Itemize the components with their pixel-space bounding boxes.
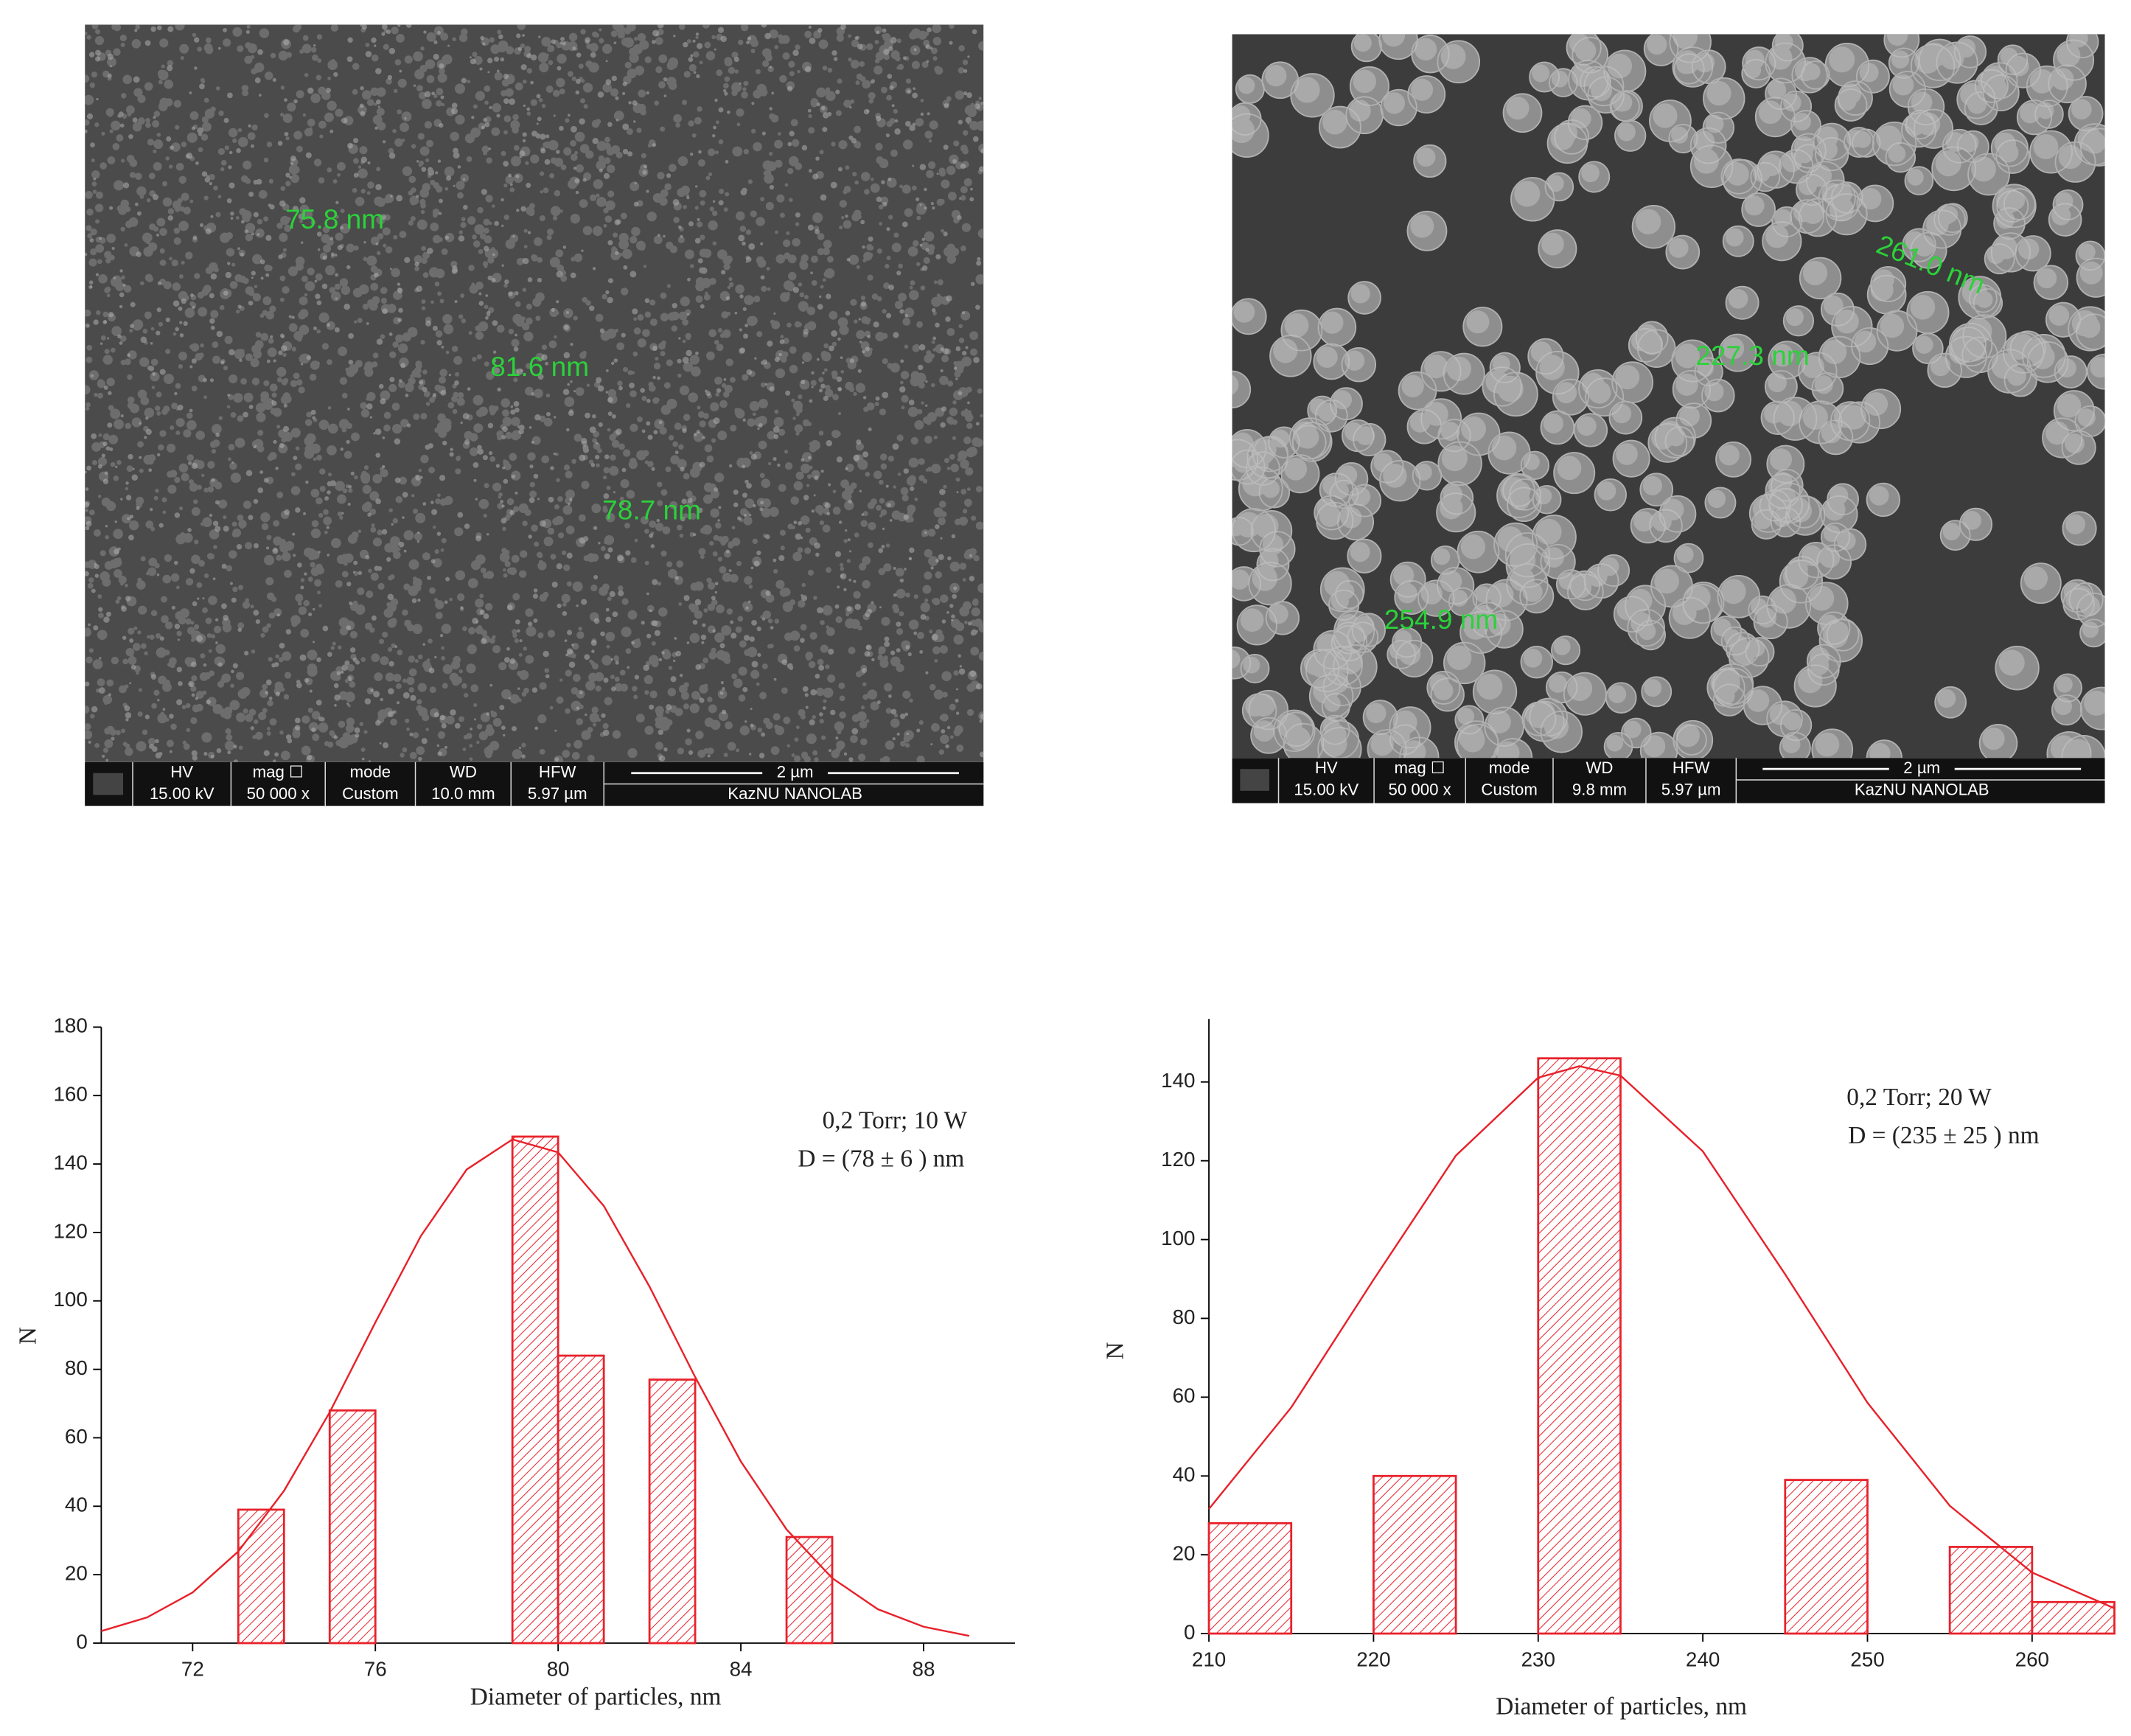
info-header: mag ☐ <box>253 763 304 781</box>
info-header: WD <box>450 763 477 781</box>
info-header: mode <box>1489 759 1530 777</box>
bar <box>511 1135 559 1645</box>
bar <box>557 1354 605 1645</box>
info-icon <box>1240 769 1269 791</box>
bar <box>1948 1546 2034 1635</box>
x-tick-label: 88 <box>913 1657 935 1680</box>
x-tick-label: 80 <box>547 1657 570 1680</box>
sem-image <box>85 24 984 762</box>
info-value: 50 000 x <box>1389 781 1451 799</box>
info-header: HFW <box>1673 759 1710 777</box>
sem-image <box>1232 34 2105 759</box>
info-header: HFW <box>539 763 576 781</box>
measurement-label: 78.7 nm <box>602 495 701 526</box>
measurement-label: 254.9 nm <box>1384 604 1498 635</box>
info-value: Custom <box>1481 781 1538 799</box>
bar <box>1537 1057 1622 1635</box>
y-tick-label: 20 <box>1173 1541 1196 1564</box>
y-tick-label: 60 <box>1173 1384 1196 1407</box>
info-bar <box>1232 758 2105 803</box>
info-header: mag ☐ <box>1394 759 1445 777</box>
info-value: 10.0 mm <box>431 784 495 803</box>
y-tick-label: 40 <box>65 1493 88 1516</box>
y-tick-label: 120 <box>53 1219 87 1242</box>
measurement-label: 81.6 nm <box>490 351 589 382</box>
y-tick-label: 40 <box>1173 1463 1196 1486</box>
bar <box>328 1409 377 1645</box>
y-tick-label: 140 <box>53 1151 87 1174</box>
y-tick-label: 120 <box>1161 1148 1195 1171</box>
measurement-label: 75.8 nm <box>285 203 384 234</box>
y-tick-label: 180 <box>53 1014 87 1037</box>
y-tick-label: 80 <box>65 1356 88 1379</box>
y-tick-label: 60 <box>65 1425 88 1448</box>
x-axis-label: Diameter of particles, nm <box>1496 1693 1747 1721</box>
sem-highlights <box>1232 34 2105 759</box>
info-value: 15.00 kV <box>1294 781 1359 799</box>
x-tick-label: 240 <box>1686 1648 1720 1670</box>
x-tick-label: 72 <box>181 1657 204 1680</box>
info-value: 15.00 kV <box>150 784 215 803</box>
x-tick-label: 260 <box>2015 1648 2049 1670</box>
info-header: HV <box>170 763 193 781</box>
y-axis-label: N <box>1102 1342 1129 1359</box>
x-axis-label: Diameter of particles, nm <box>470 1684 722 1711</box>
bar <box>2031 1600 2116 1635</box>
y-tick-label: 160 <box>53 1083 87 1106</box>
annotation: D = (78 ± 6 ) nm <box>798 1146 964 1173</box>
x-tick-label: 220 <box>1356 1648 1390 1670</box>
sem-texture <box>85 24 984 762</box>
info-value: 5.97 µm <box>1661 781 1721 799</box>
annotation: 0,2 Torr; 10 W <box>823 1107 968 1134</box>
fit-curve <box>1208 1065 2115 1609</box>
info-header: mode <box>350 763 391 781</box>
lab-label: KazNU NANOLAB <box>1855 781 1989 799</box>
measurement-label: 227.3 nm <box>1695 340 1809 371</box>
bar <box>648 1378 697 1645</box>
annotation: 0,2 Torr; 20 W <box>1846 1084 1992 1111</box>
fit-curve <box>101 1138 970 1637</box>
info-header: HV <box>1315 759 1338 777</box>
x-tick-label: 230 <box>1521 1648 1555 1670</box>
info-header: WD <box>1586 759 1613 777</box>
y-tick-label: 0 <box>1184 1620 1195 1643</box>
lab-label: KazNU NANOLAB <box>728 784 862 803</box>
x-tick-label: 84 <box>730 1657 753 1680</box>
bar <box>1207 1521 1293 1635</box>
y-tick-label: 80 <box>1173 1306 1196 1328</box>
info-value: Custom <box>342 784 399 803</box>
y-tick-label: 100 <box>1161 1227 1195 1249</box>
bar <box>237 1508 285 1645</box>
bar <box>1373 1474 1457 1635</box>
info-icon <box>93 773 124 795</box>
bar <box>1784 1479 1869 1635</box>
y-axis-label: N <box>15 1327 42 1345</box>
x-tick-label: 250 <box>1850 1648 1884 1670</box>
info-value: 9.8 mm <box>1572 781 1627 799</box>
info-value: 5.97 µm <box>528 784 587 803</box>
info-value: 50 000 x <box>247 784 310 803</box>
scale-label: 2 µm <box>777 763 814 781</box>
x-tick-label: 76 <box>364 1657 387 1680</box>
y-tick-label: 0 <box>76 1630 87 1653</box>
y-tick-label: 140 <box>1161 1069 1195 1092</box>
y-tick-label: 20 <box>65 1561 88 1584</box>
y-tick-label: 100 <box>53 1288 87 1311</box>
annotation: D = (235 ± 25 ) nm <box>1848 1122 2039 1149</box>
scale-label: 2 µm <box>1903 759 1940 777</box>
x-tick-label: 210 <box>1192 1648 1226 1670</box>
